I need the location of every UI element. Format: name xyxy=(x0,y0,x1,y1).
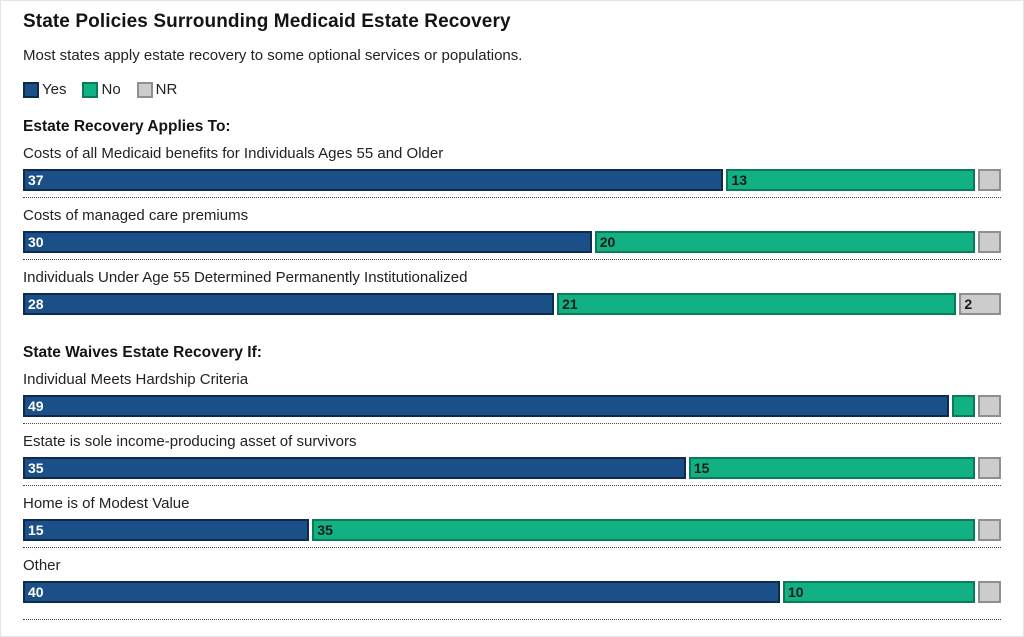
legend-item-yes: Yes xyxy=(23,81,66,98)
stacked-bar: 15 35 xyxy=(23,519,1002,541)
row-separator xyxy=(23,485,1001,486)
section-header: Estate Recovery Applies To: xyxy=(23,118,231,135)
bar-segment-value: 15 xyxy=(28,522,44,538)
row-label: Other xyxy=(23,557,61,574)
bar-segment-nr xyxy=(978,169,1001,191)
row-separator xyxy=(23,197,1001,198)
bar-segment-yes: 49 xyxy=(23,395,950,417)
bar-segment-value: 15 xyxy=(693,460,710,476)
bar-segment-value: 35 xyxy=(317,522,333,538)
stacked-bar: 35 15 xyxy=(23,457,1002,479)
row-label: Individual Meets Hardship Criteria xyxy=(23,371,249,388)
bar-segment-nr xyxy=(978,457,1002,479)
bar-segment-value: 21 xyxy=(562,296,578,312)
chart-row: Home is of Modest Value 15 35 xyxy=(23,495,1002,548)
chart-row: Individual Meets Hardship Criteria 49 xyxy=(23,371,1002,424)
row-separator xyxy=(23,259,1001,260)
chart-row: Individuals Under Age 55 Determined Perm… xyxy=(23,269,1001,315)
row-separator xyxy=(23,547,1001,548)
chart-subtitle: Most states apply estate recovery to som… xyxy=(23,47,523,64)
bar-segment-no: 20 xyxy=(594,231,976,253)
legend-swatch-nr xyxy=(136,81,153,98)
legend-swatch-yes xyxy=(23,81,39,98)
chart-body: Estate Recovery Applies To: Costs of all … xyxy=(23,118,1002,620)
stacked-bar: 49 xyxy=(23,395,1002,417)
bar-segment-value: 28 xyxy=(28,296,44,312)
bar-segment-yes: 35 xyxy=(23,457,686,479)
chart-section: State Waives Estate Recovery If: Individu… xyxy=(23,344,1002,620)
bar-segment-no: 21 xyxy=(557,293,957,315)
row-label: Individuals Under Age 55 Determined Perm… xyxy=(23,269,468,286)
bar-segment-value: 40 xyxy=(28,584,44,600)
chart-row: Estate is sole income-producing asset of… xyxy=(23,433,1002,486)
bar-segment-value: 37 xyxy=(28,172,44,188)
section-header: State Waives Estate Recovery If: xyxy=(23,344,262,361)
stacked-bar: 28 21 2 xyxy=(23,293,1001,315)
chart-row: Costs of all Medicaid benefits for Indiv… xyxy=(23,145,1001,198)
bar-segment-nr xyxy=(978,231,1001,253)
chart-section: Estate Recovery Applies To: Costs of all … xyxy=(23,118,1001,315)
bar-segment-value: 2 xyxy=(964,296,973,312)
row-separator xyxy=(23,423,1001,424)
bar-segment-value: 30 xyxy=(28,234,44,250)
stacked-bar: 30 20 xyxy=(23,231,1001,253)
bar-segment-yes: 15 xyxy=(23,519,310,541)
bar-segment-value: 20 xyxy=(599,234,616,250)
bar-segment-value: 35 xyxy=(28,460,44,476)
bar-segment-no xyxy=(952,395,976,417)
row-label: Costs of managed care premiums xyxy=(23,207,249,224)
bar-segment-yes: 40 xyxy=(23,581,780,603)
row-label: Home is of Modest Value xyxy=(23,495,190,512)
row-separator xyxy=(23,619,1001,620)
legend-item-nr: NR xyxy=(136,81,178,98)
chart-row: Costs of managed care premiums 30 20 xyxy=(23,207,1001,260)
row-label: Costs of all Medicaid benefits for Indiv… xyxy=(23,145,444,162)
bar-segment-nr: 2 xyxy=(959,293,1001,315)
bar-segment-value: 13 xyxy=(731,172,748,188)
bar-segment-value: 49 xyxy=(28,398,44,414)
row-label: Estate is sole income-producing asset of… xyxy=(23,433,357,450)
bar-segment-nr xyxy=(978,395,1002,417)
stacked-bar: 37 13 xyxy=(23,169,1001,191)
bar-segment-value: 10 xyxy=(787,584,804,600)
bar-segment-no: 13 xyxy=(726,169,976,191)
stacked-bar: 40 10 xyxy=(23,581,1001,603)
bar-segment-yes: 28 xyxy=(23,293,555,315)
bar-segment-yes: 37 xyxy=(23,169,724,191)
bar-segment-no: 35 xyxy=(312,519,976,541)
legend-label: Yes xyxy=(42,81,67,98)
chart-title: State Policies Surrounding Medicaid Esta… xyxy=(23,11,511,32)
bar-segment-nr xyxy=(978,581,1001,603)
legend-swatch-no xyxy=(82,81,99,98)
bar-segment-no: 10 xyxy=(782,581,976,603)
legend: Yes No NR xyxy=(23,81,1001,98)
bar-segment-no: 15 xyxy=(688,457,976,479)
legend-label: NR xyxy=(155,81,178,98)
legend-item-no: No xyxy=(82,81,121,98)
bar-segment-nr xyxy=(978,519,1002,541)
chart-row: Other 40 10 xyxy=(23,557,1001,620)
legend-label: No xyxy=(101,81,121,98)
bar-segment-yes: 30 xyxy=(23,231,592,253)
